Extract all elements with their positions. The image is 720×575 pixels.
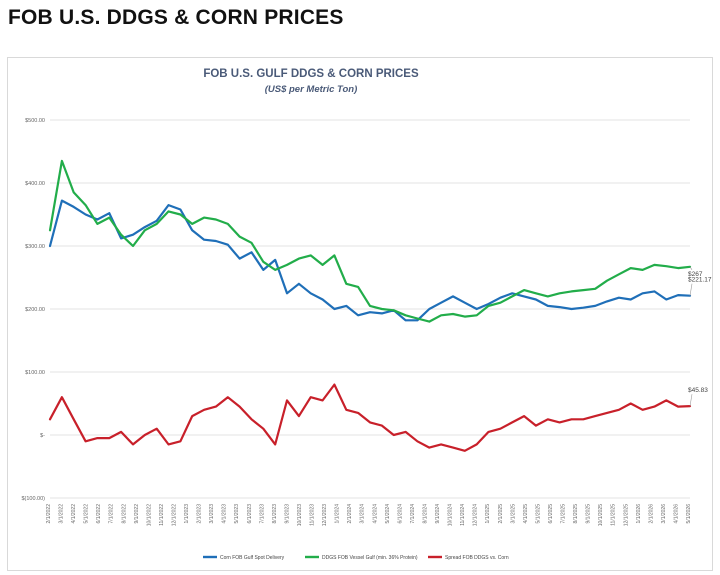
x-tick-label: 11/1/2022 [159, 504, 165, 526]
y-tick-label: $(100.00) [21, 496, 45, 502]
x-tick-label: 11/1/2023 [310, 504, 316, 526]
x-tick-label: 9/1/2025 [586, 504, 592, 524]
legend-label-0: Corn FOB Gulf Spot Delivery [220, 555, 285, 561]
x-tick-label: 4/1/2025 [523, 504, 529, 524]
x-tick-label: 8/1/2024 [422, 504, 428, 524]
end-label-0: $221.17 [688, 277, 712, 284]
x-tick-label: 6/1/2023 [247, 504, 253, 524]
x-tick-label: 3/1/2025 [510, 504, 516, 524]
x-tick-label: 10/1/2025 [598, 504, 604, 526]
x-tick-label: 7/1/2022 [109, 504, 115, 524]
end-label-leader [689, 266, 693, 270]
x-tick-label: 10/1/2023 [297, 504, 303, 526]
x-tick-label: 3/1/2024 [360, 504, 366, 524]
x-tick-label: 12/1/2022 [171, 504, 177, 526]
x-tick-label: 7/1/2024 [410, 504, 416, 524]
x-tick-label: 5/1/2025 [535, 504, 541, 524]
y-tick-label: $500.00 [25, 118, 45, 124]
y-tick-label: $100.00 [25, 370, 45, 376]
y-tick-label: $200.00 [25, 307, 45, 313]
x-tick-label: 9/1/2023 [284, 504, 290, 524]
page-heading: FOB U.S. DDGS & CORN PRICES [8, 6, 344, 29]
x-tick-label: 10/1/2022 [146, 504, 152, 526]
x-tick-label: 4/1/2022 [71, 504, 77, 524]
x-tick-label: 9/1/2024 [435, 504, 441, 524]
x-tick-label: 2/1/2023 [197, 504, 203, 524]
chart-title: FOB U.S. GULF DDGS & CORN PRICES [203, 68, 419, 80]
chart-frame: FOB U.S. GULF DDGS & CORN PRICES (US$ pe… [7, 57, 713, 571]
chart-plot: $500.00 $400.00 $300.00 $200.00 $100.00 $- $(1… [21, 118, 712, 561]
x-tick-label: 4/1/2023 [222, 504, 228, 524]
series-line-1 [48, 159, 692, 323]
series-lines [48, 159, 692, 452]
x-tick-label: 5/1/2022 [84, 504, 90, 524]
x-tick-label: 7/1/2025 [561, 504, 567, 524]
gridlines [50, 119, 690, 499]
x-tick-label: 1/1/2023 [184, 504, 190, 524]
end-label-1: $267 [688, 271, 703, 278]
x-tick-label: 4/1/2024 [372, 504, 378, 524]
x-tick-label: 6/1/2025 [548, 504, 554, 524]
y-tick-label: $300.00 [25, 244, 45, 250]
x-tick-label: 3/1/2023 [209, 504, 215, 524]
y-tick-label: $400.00 [25, 181, 45, 187]
x-tick-label: 8/1/2022 [121, 504, 127, 524]
x-tick-label: 1/1/2025 [485, 504, 491, 524]
x-tick-label: 12/1/2024 [473, 504, 479, 526]
end-label-leader [689, 394, 693, 407]
x-tick-label: 6/1/2022 [96, 504, 102, 524]
x-tick-label: 8/1/2023 [272, 504, 278, 524]
x-tick-label: 2/1/2024 [347, 504, 353, 524]
x-tick-label: 4/1/2026 [673, 504, 679, 524]
x-tick-label: 10/1/2024 [448, 504, 454, 526]
x-tick-label: 12/1/2025 [623, 504, 629, 526]
x-axis: 2/1/2022 3/1/2022 4/1/2022 5/1/2022 6/1/2022… [46, 504, 692, 526]
x-tick-label: 3/1/2022 [59, 504, 65, 524]
end-label-2: $45.83 [688, 387, 708, 394]
x-tick-label: 2/1/2026 [648, 504, 654, 524]
x-tick-label: 5/1/2026 [686, 504, 692, 524]
y-axis: $500.00 $400.00 $300.00 $200.00 $100.00 $- $(1… [21, 118, 45, 502]
x-tick-label: 9/1/2022 [134, 504, 140, 524]
x-tick-label: 2/1/2022 [46, 504, 52, 524]
end-labels: $221.17$267 $45.83 [688, 266, 712, 407]
x-tick-label: 2/1/2025 [498, 504, 504, 524]
end-label-leader [689, 283, 693, 296]
legend-label-2: Spread FOB DDGS vs. Corn [445, 555, 509, 561]
x-tick-label: 11/1/2025 [611, 504, 617, 526]
series-line-2 [48, 383, 692, 452]
x-tick-label: 5/1/2024 [385, 504, 391, 524]
x-tick-label: 5/1/2023 [234, 504, 240, 524]
x-tick-label: 7/1/2023 [259, 504, 265, 524]
x-tick-label: 11/1/2024 [460, 504, 466, 526]
x-tick-label: 12/1/2023 [322, 504, 328, 526]
x-tick-label: 8/1/2025 [573, 504, 579, 524]
legend: Corn FOB Gulf Spot Delivery DDGS FOB Vess… [203, 555, 509, 561]
x-tick-label: 1/1/2024 [335, 504, 341, 524]
legend-label-1: DDGS FOB Vessel Gulf (min. 36% Protein) [322, 555, 418, 561]
x-tick-label: 1/1/2026 [636, 504, 642, 524]
chart-subtitle: (US$ per Metric Ton) [264, 84, 358, 95]
series-line-0 [48, 199, 692, 322]
y-tick-label: $- [40, 433, 45, 439]
x-tick-label: 6/1/2024 [397, 504, 403, 524]
x-tick-label: 3/1/2026 [661, 504, 667, 524]
